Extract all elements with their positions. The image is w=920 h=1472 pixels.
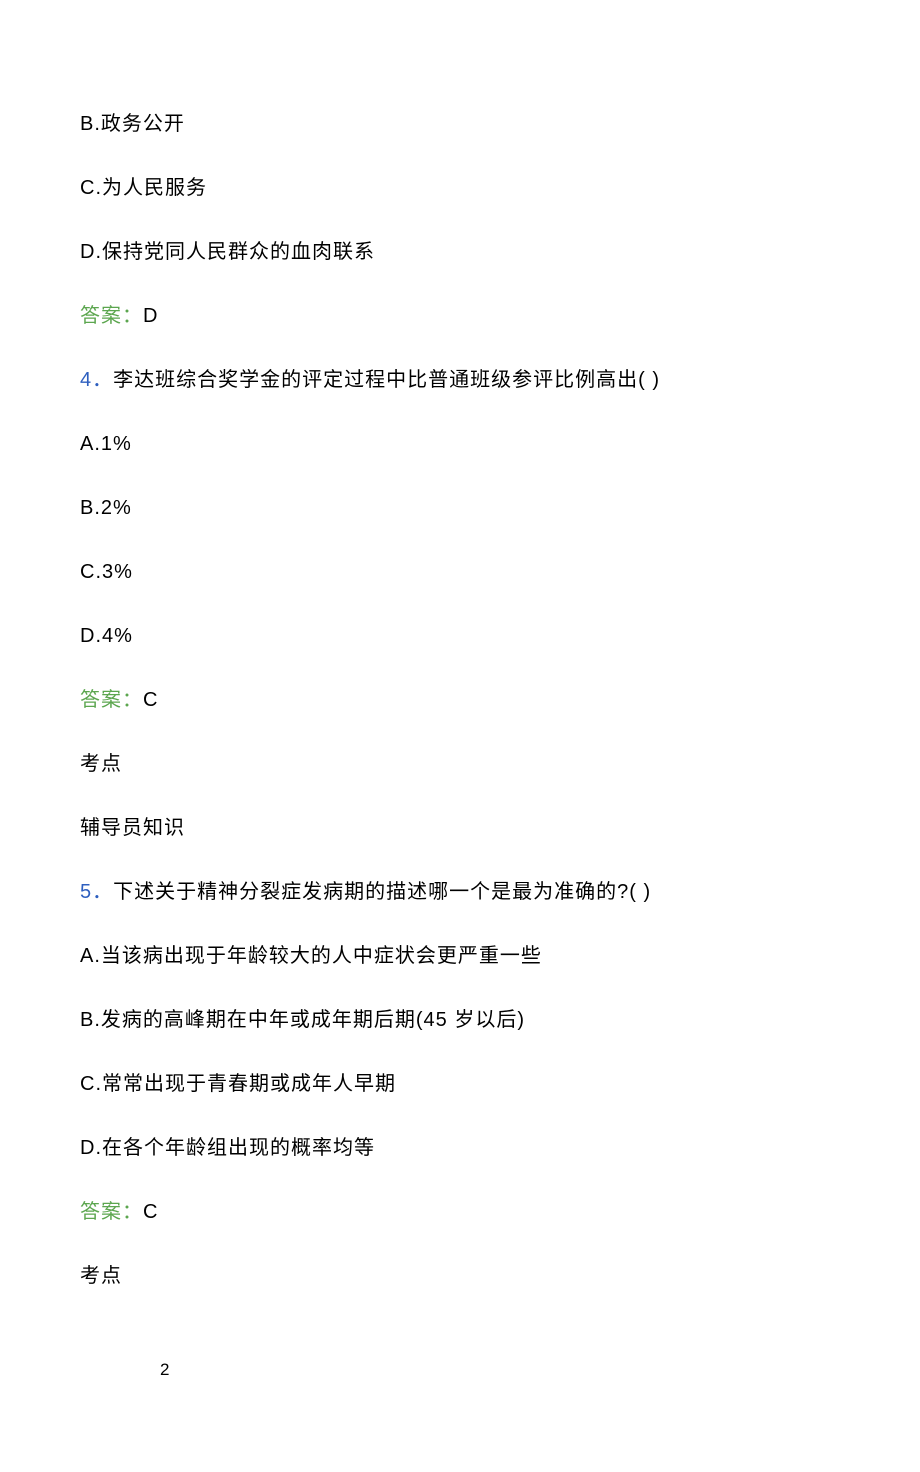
- q5-option-d: D.在各个年龄组出现的概率均等: [80, 1134, 920, 1162]
- question-4-text: 李达班综合奖学金的评定过程中比普通班级参评比例高出( ): [113, 369, 660, 391]
- document-container: { "colors": { "text": "#000000", "answer…: [80, 110, 920, 1412]
- option-b-prev: B.政务公开: [80, 110, 920, 138]
- answer-prev: 答案：D: [80, 302, 920, 330]
- question-5: 5．下述关于精神分裂症发病期的描述哪一个是最为准确的?( ): [80, 878, 920, 906]
- q4-answer-label: 答案：: [80, 689, 143, 711]
- page-number: 2: [160, 1358, 169, 1382]
- q4-option-b: B.2%: [80, 494, 920, 522]
- question-5-number: 5．: [80, 881, 113, 903]
- option-c-prev: C.为人民服务: [80, 174, 920, 202]
- q4-kaodian-label: 考点: [80, 750, 920, 778]
- q5-answer-value: C: [143, 1201, 158, 1223]
- q4-option-a: A.1%: [80, 430, 920, 458]
- option-d-prev: D.保持党同人民群众的血肉联系: [80, 238, 920, 266]
- question-4: 4．李达班综合奖学金的评定过程中比普通班级参评比例高出( ): [80, 366, 920, 394]
- q4-answer-value: C: [143, 689, 158, 711]
- q5-option-c: C.常常出现于青春期或成年人早期: [80, 1070, 920, 1098]
- q4-answer: 答案：C: [80, 686, 920, 714]
- q5-answer: 答案：C: [80, 1198, 920, 1226]
- q4-option-d: D.4%: [80, 622, 920, 650]
- q4-option-c: C.3%: [80, 558, 920, 586]
- question-5-text: 下述关于精神分裂症发病期的描述哪一个是最为准确的?( ): [113, 881, 651, 903]
- answer-value-prev: D: [143, 305, 158, 327]
- q5-answer-label: 答案：: [80, 1201, 143, 1223]
- q5-option-b: B.发病的高峰期在中年或成年期后期(45 岁以后): [80, 1006, 920, 1034]
- answer-label-prev: 答案：: [80, 305, 143, 327]
- q5-option-a: A.当该病出现于年龄较大的人中症状会更严重一些: [80, 942, 920, 970]
- q4-kaodian-text: 辅导员知识: [80, 814, 920, 842]
- q5-kaodian-label: 考点: [80, 1262, 920, 1290]
- question-4-number: 4．: [80, 369, 113, 391]
